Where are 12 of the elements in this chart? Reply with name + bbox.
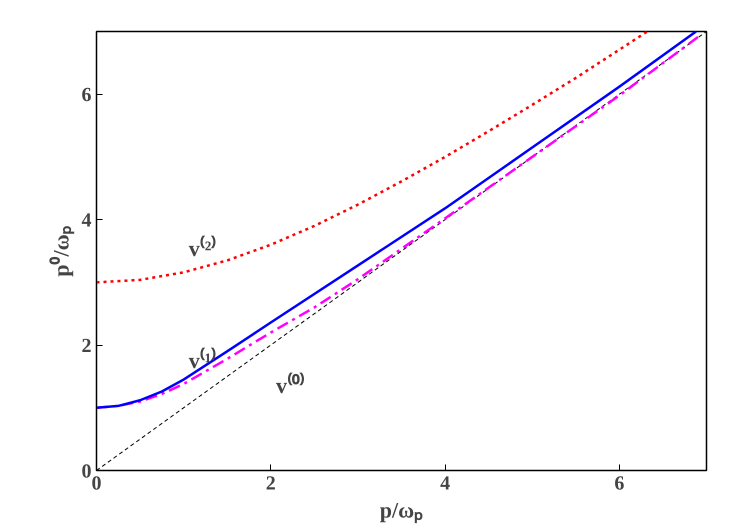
y-tick-label: 6 [82,84,92,106]
y-tick-label: 4 [82,210,92,232]
y-axis-title: p⁰/ωₚ [48,225,74,277]
x-tick-label: 2 [266,472,276,494]
annotation: v⁽¹⁾ [188,347,216,373]
x-tick-label: 6 [614,472,624,494]
y-tick-label: 2 [82,335,92,358]
annotation: v⁽⁰⁾ [276,372,305,398]
x-tick-label: 4 [440,472,450,494]
x-axis-title: p/ωₚ [380,498,424,524]
annotation: v⁽²⁾ [188,235,216,261]
line-series [96,32,648,284]
